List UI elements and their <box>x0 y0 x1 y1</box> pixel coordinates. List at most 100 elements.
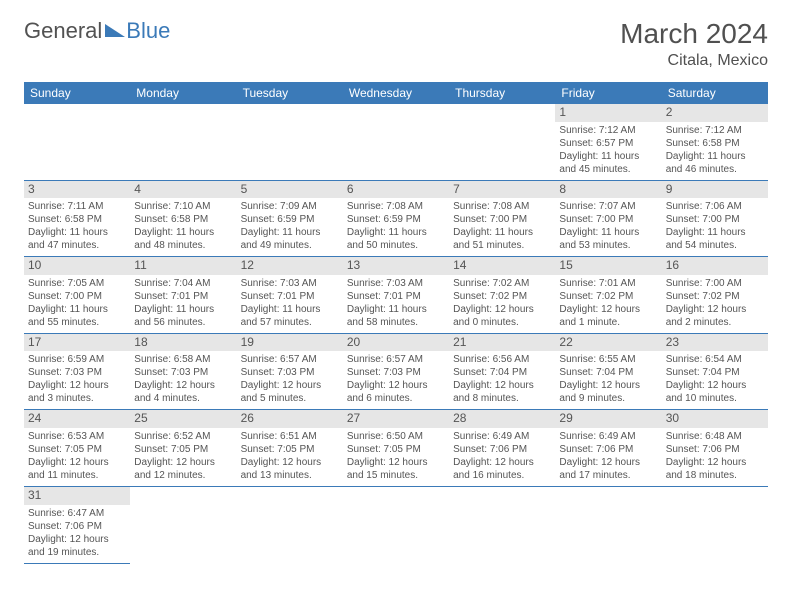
calendar-cell: 17Sunrise: 6:59 AMSunset: 7:03 PMDayligh… <box>24 333 130 410</box>
calendar-cell: 4Sunrise: 7:10 AMSunset: 6:58 PMDaylight… <box>130 180 236 257</box>
calendar-cell: 20Sunrise: 6:57 AMSunset: 7:03 PMDayligh… <box>343 333 449 410</box>
calendar-row: 1 Sunrise: 7:12 AMSunset: 6:57 PMDaylight… <box>24 104 768 180</box>
day-info: Sunrise: 7:03 AMSunset: 7:01 PMDaylight:… <box>347 277 445 329</box>
day-info: Sunrise: 7:12 AMSunset: 6:57 PMDaylight:… <box>559 124 657 176</box>
calendar-cell <box>449 486 555 563</box>
calendar-cell: 5Sunrise: 7:09 AMSunset: 6:59 PMDaylight… <box>237 180 343 257</box>
day-number: 2 <box>662 104 768 122</box>
daylight-text: Daylight: 12 hours and 19 minutes. <box>28 533 126 559</box>
daylight-text: Daylight: 12 hours and 10 minutes. <box>666 379 764 405</box>
calendar-cell: 22Sunrise: 6:55 AMSunset: 7:04 PMDayligh… <box>555 333 661 410</box>
sunset-text: Sunset: 7:05 PM <box>134 443 232 456</box>
daylight-text: Daylight: 12 hours and 13 minutes. <box>241 456 339 482</box>
day-number: 18 <box>130 334 236 352</box>
calendar-cell: 31 Sunrise: 6:47 AMSunset: 7:06 PMDayligh… <box>24 486 130 563</box>
day-number: 22 <box>555 334 661 352</box>
calendar-body: 1 Sunrise: 7:12 AMSunset: 6:57 PMDaylight… <box>24 104 768 563</box>
sunset-text: Sunset: 7:04 PM <box>559 366 657 379</box>
day-number: 28 <box>449 410 555 428</box>
calendar-cell: 10Sunrise: 7:05 AMSunset: 7:00 PMDayligh… <box>24 257 130 334</box>
sunset-text: Sunset: 7:01 PM <box>241 290 339 303</box>
daylight-text: Daylight: 11 hours and 51 minutes. <box>453 226 551 252</box>
daylight-text: Daylight: 11 hours and 46 minutes. <box>666 150 764 176</box>
day-number: 12 <box>237 257 343 275</box>
calendar-cell: 9Sunrise: 7:06 AMSunset: 7:00 PMDaylight… <box>662 180 768 257</box>
day-header: Sunday <box>24 82 130 104</box>
day-info: Sunrise: 7:08 AMSunset: 7:00 PMDaylight:… <box>453 200 551 252</box>
day-info: Sunrise: 7:07 AMSunset: 7:00 PMDaylight:… <box>559 200 657 252</box>
calendar-row: 17Sunrise: 6:59 AMSunset: 7:03 PMDayligh… <box>24 333 768 410</box>
sunrise-text: Sunrise: 6:59 AM <box>28 353 126 366</box>
sunset-text: Sunset: 7:02 PM <box>666 290 764 303</box>
daylight-text: Daylight: 11 hours and 57 minutes. <box>241 303 339 329</box>
sunrise-text: Sunrise: 6:48 AM <box>666 430 764 443</box>
sunset-text: Sunset: 7:03 PM <box>347 366 445 379</box>
calendar-cell: 6Sunrise: 7:08 AMSunset: 6:59 PMDaylight… <box>343 180 449 257</box>
sunrise-text: Sunrise: 6:53 AM <box>28 430 126 443</box>
sunrise-text: Sunrise: 7:08 AM <box>347 200 445 213</box>
calendar-cell: 8Sunrise: 7:07 AMSunset: 7:00 PMDaylight… <box>555 180 661 257</box>
day-number: 14 <box>449 257 555 275</box>
day-header: Thursday <box>449 82 555 104</box>
sunset-text: Sunset: 7:03 PM <box>134 366 232 379</box>
day-number: 1 <box>555 104 661 122</box>
day-header-row: SundayMondayTuesdayWednesdayThursdayFrid… <box>24 82 768 104</box>
day-header: Saturday <box>662 82 768 104</box>
calendar-cell: 29Sunrise: 6:49 AMSunset: 7:06 PMDayligh… <box>555 410 661 487</box>
day-info: Sunrise: 6:53 AMSunset: 7:05 PMDaylight:… <box>28 430 126 482</box>
sunrise-text: Sunrise: 6:54 AM <box>666 353 764 366</box>
daylight-text: Daylight: 12 hours and 12 minutes. <box>134 456 232 482</box>
day-info: Sunrise: 6:57 AMSunset: 7:03 PMDaylight:… <box>241 353 339 405</box>
calendar-row: 31 Sunrise: 6:47 AMSunset: 7:06 PMDayligh… <box>24 486 768 563</box>
day-number: 13 <box>343 257 449 275</box>
logo-triangle-icon <box>105 24 125 37</box>
title-block: March 2024 Citala, Mexico <box>620 18 768 76</box>
page-title: March 2024 <box>620 18 768 50</box>
sunrise-text: Sunrise: 7:01 AM <box>559 277 657 290</box>
sunrise-text: Sunrise: 7:03 AM <box>241 277 339 290</box>
day-number: 23 <box>662 334 768 352</box>
sunset-text: Sunset: 7:02 PM <box>559 290 657 303</box>
day-number: 31 <box>24 487 130 505</box>
day-info: Sunrise: 6:47 AMSunset: 7:06 PMDaylight:… <box>28 507 126 559</box>
sunset-text: Sunset: 7:02 PM <box>453 290 551 303</box>
sunset-text: Sunset: 7:05 PM <box>28 443 126 456</box>
day-number: 3 <box>24 181 130 199</box>
logo-text-general: General <box>24 18 102 44</box>
logo-text-blue: Blue <box>126 18 170 44</box>
calendar-cell: 18Sunrise: 6:58 AMSunset: 7:03 PMDayligh… <box>130 333 236 410</box>
day-info: Sunrise: 6:59 AMSunset: 7:03 PMDaylight:… <box>28 353 126 405</box>
calendar-cell: 16Sunrise: 7:00 AMSunset: 7:02 PMDayligh… <box>662 257 768 334</box>
logo: General Blue <box>24 18 170 44</box>
daylight-text: Daylight: 12 hours and 4 minutes. <box>134 379 232 405</box>
day-number: 17 <box>24 334 130 352</box>
day-info: Sunrise: 7:06 AMSunset: 7:00 PMDaylight:… <box>666 200 764 252</box>
sunset-text: Sunset: 7:05 PM <box>241 443 339 456</box>
sunrise-text: Sunrise: 7:08 AM <box>453 200 551 213</box>
daylight-text: Daylight: 12 hours and 15 minutes. <box>347 456 445 482</box>
sunset-text: Sunset: 7:06 PM <box>453 443 551 456</box>
day-number: 30 <box>662 410 768 428</box>
sunrise-text: Sunrise: 6:52 AM <box>134 430 232 443</box>
day-info: Sunrise: 7:02 AMSunset: 7:02 PMDaylight:… <box>453 277 551 329</box>
day-info: Sunrise: 7:00 AMSunset: 7:02 PMDaylight:… <box>666 277 764 329</box>
day-info: Sunrise: 6:52 AMSunset: 7:05 PMDaylight:… <box>134 430 232 482</box>
calendar-cell <box>343 486 449 563</box>
day-info: Sunrise: 7:12 AMSunset: 6:58 PMDaylight:… <box>666 124 764 176</box>
calendar-cell <box>449 104 555 180</box>
calendar-cell <box>555 486 661 563</box>
daylight-text: Daylight: 12 hours and 8 minutes. <box>453 379 551 405</box>
daylight-text: Daylight: 11 hours and 58 minutes. <box>347 303 445 329</box>
day-info: Sunrise: 6:58 AMSunset: 7:03 PMDaylight:… <box>134 353 232 405</box>
daylight-text: Daylight: 12 hours and 1 minute. <box>559 303 657 329</box>
calendar-cell <box>24 104 130 180</box>
calendar-cell: 14 Sunrise: 7:02 AMSunset: 7:02 PMDayligh… <box>449 257 555 334</box>
calendar-cell: 11Sunrise: 7:04 AMSunset: 7:01 PMDayligh… <box>130 257 236 334</box>
sunrise-text: Sunrise: 7:09 AM <box>241 200 339 213</box>
day-number: 7 <box>449 181 555 199</box>
day-header: Monday <box>130 82 236 104</box>
day-number: 6 <box>343 181 449 199</box>
day-number: 4 <box>130 181 236 199</box>
day-info: Sunrise: 7:11 AMSunset: 6:58 PMDaylight:… <box>28 200 126 252</box>
day-header: Wednesday <box>343 82 449 104</box>
